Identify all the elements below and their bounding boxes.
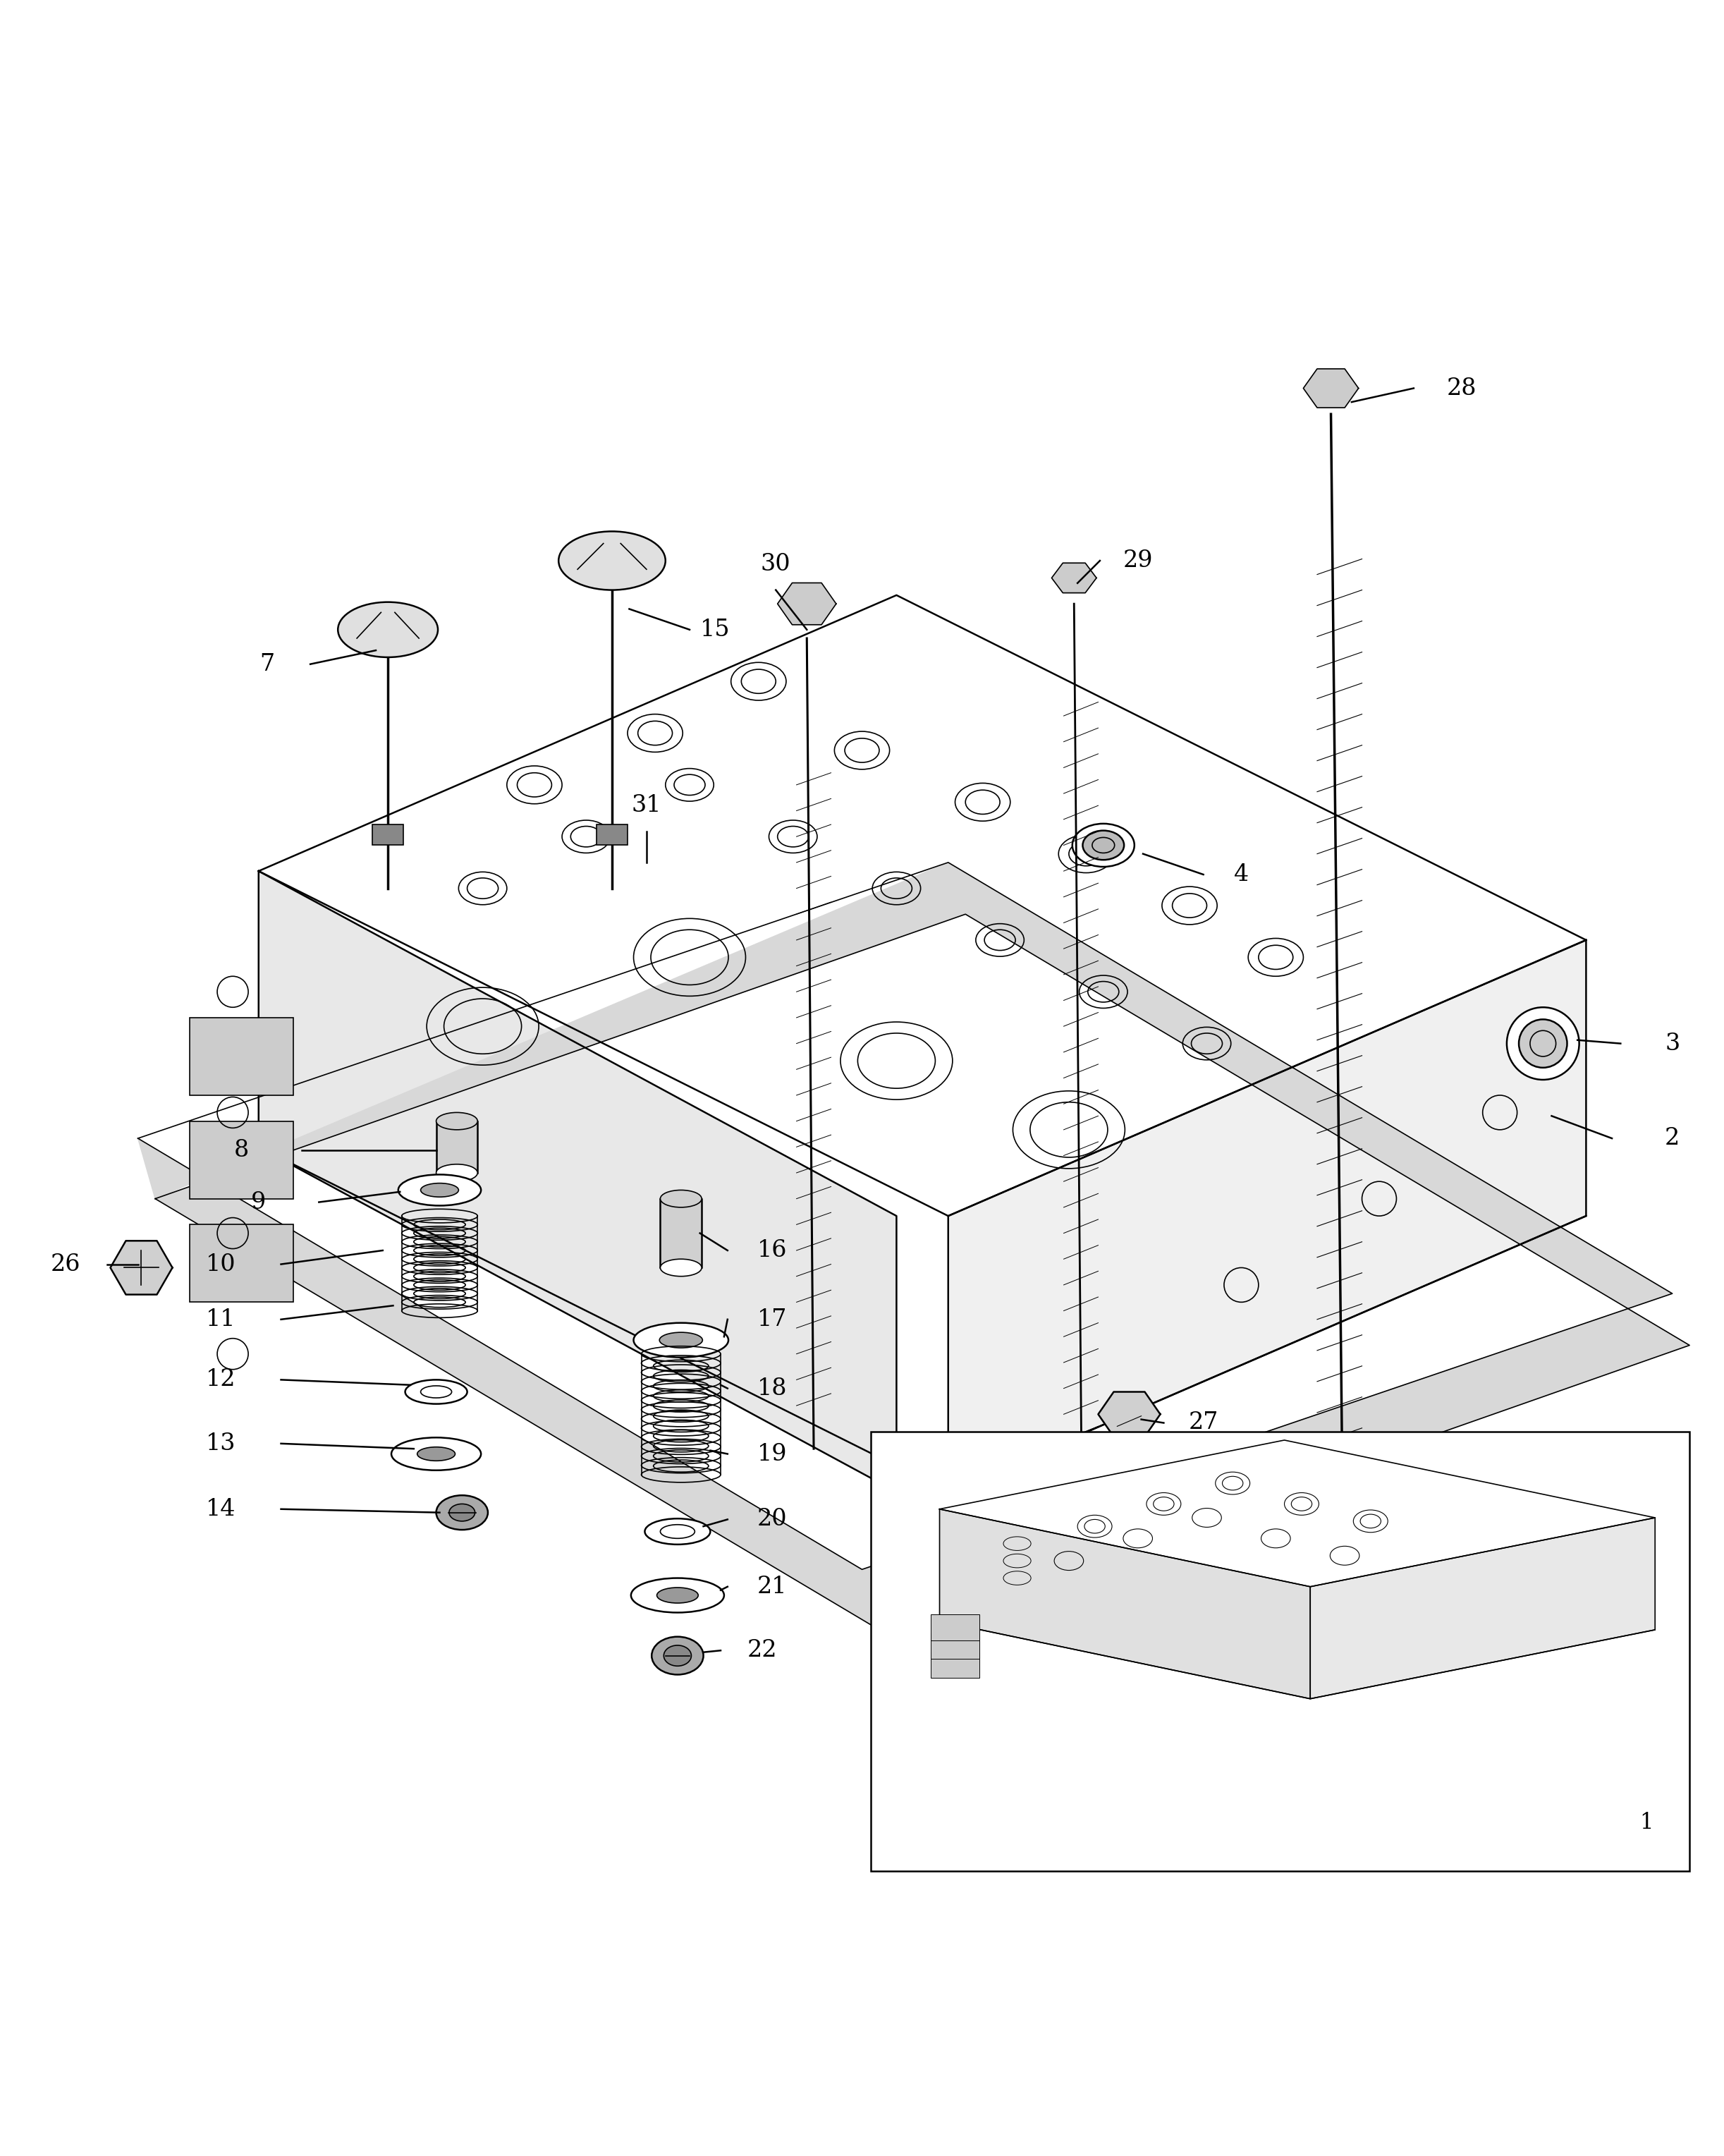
Text: 3: 3 <box>1665 1033 1679 1054</box>
Text: 4: 4 <box>1234 862 1248 886</box>
Text: 30: 30 <box>760 552 791 576</box>
Text: 20: 20 <box>757 1509 788 1531</box>
Text: 19: 19 <box>757 1442 788 1466</box>
Text: 9: 9 <box>252 1190 265 1214</box>
Text: 18: 18 <box>757 1378 788 1399</box>
Ellipse shape <box>660 1190 702 1207</box>
Polygon shape <box>259 871 896 1492</box>
Ellipse shape <box>448 1505 474 1522</box>
Bar <box>931 1634 979 1660</box>
Bar <box>190 1225 293 1302</box>
Ellipse shape <box>398 1175 481 1205</box>
Bar <box>597 824 628 845</box>
Polygon shape <box>778 582 836 625</box>
Text: 14: 14 <box>205 1498 236 1520</box>
Bar <box>931 1615 979 1641</box>
Ellipse shape <box>664 1645 691 1667</box>
Ellipse shape <box>631 1578 724 1613</box>
Polygon shape <box>1303 369 1359 407</box>
Ellipse shape <box>660 1332 703 1348</box>
Text: 8: 8 <box>234 1138 248 1162</box>
Text: 11: 11 <box>205 1309 236 1330</box>
Polygon shape <box>940 1440 1655 1587</box>
Bar <box>190 1018 293 1095</box>
Text: 28: 28 <box>1446 377 1477 399</box>
Polygon shape <box>259 595 1586 1216</box>
Ellipse shape <box>338 602 438 658</box>
Text: 15: 15 <box>700 619 731 640</box>
Ellipse shape <box>417 1447 455 1462</box>
Polygon shape <box>1310 1518 1655 1699</box>
Bar <box>436 1121 478 1173</box>
Ellipse shape <box>1519 1020 1567 1067</box>
Ellipse shape <box>645 1518 710 1544</box>
Polygon shape <box>940 1509 1310 1699</box>
Polygon shape <box>138 862 1690 1630</box>
Ellipse shape <box>1072 824 1134 867</box>
Bar <box>931 1651 979 1677</box>
Text: 31: 31 <box>631 793 662 817</box>
Text: 13: 13 <box>205 1432 236 1455</box>
Text: 7: 7 <box>260 653 274 675</box>
Text: 10: 10 <box>205 1253 236 1276</box>
Ellipse shape <box>421 1184 459 1197</box>
Text: 1: 1 <box>1640 1811 1653 1835</box>
Ellipse shape <box>652 1636 703 1675</box>
Polygon shape <box>110 1242 172 1294</box>
Bar <box>660 1199 702 1268</box>
Ellipse shape <box>634 1324 729 1358</box>
Text: 26: 26 <box>50 1253 81 1276</box>
Text: 17: 17 <box>757 1309 788 1330</box>
Ellipse shape <box>657 1587 698 1604</box>
Ellipse shape <box>1507 1007 1579 1080</box>
Ellipse shape <box>559 530 665 591</box>
Text: 2: 2 <box>1665 1128 1679 1149</box>
Ellipse shape <box>436 1164 478 1181</box>
Polygon shape <box>1098 1393 1160 1436</box>
Ellipse shape <box>436 1496 488 1531</box>
Bar <box>372 824 403 845</box>
Ellipse shape <box>1083 830 1124 860</box>
Bar <box>871 1432 1690 1871</box>
Text: 22: 22 <box>746 1639 778 1662</box>
Bar <box>190 1121 293 1199</box>
Text: 12: 12 <box>205 1369 236 1391</box>
Text: 29: 29 <box>1122 550 1153 571</box>
Text: 16: 16 <box>757 1240 788 1261</box>
Ellipse shape <box>405 1380 467 1404</box>
Ellipse shape <box>436 1112 478 1130</box>
Text: 27: 27 <box>1188 1412 1219 1434</box>
Polygon shape <box>948 940 1586 1492</box>
Ellipse shape <box>660 1259 702 1276</box>
Text: 21: 21 <box>757 1576 788 1598</box>
Polygon shape <box>1052 563 1096 593</box>
Ellipse shape <box>391 1438 481 1470</box>
